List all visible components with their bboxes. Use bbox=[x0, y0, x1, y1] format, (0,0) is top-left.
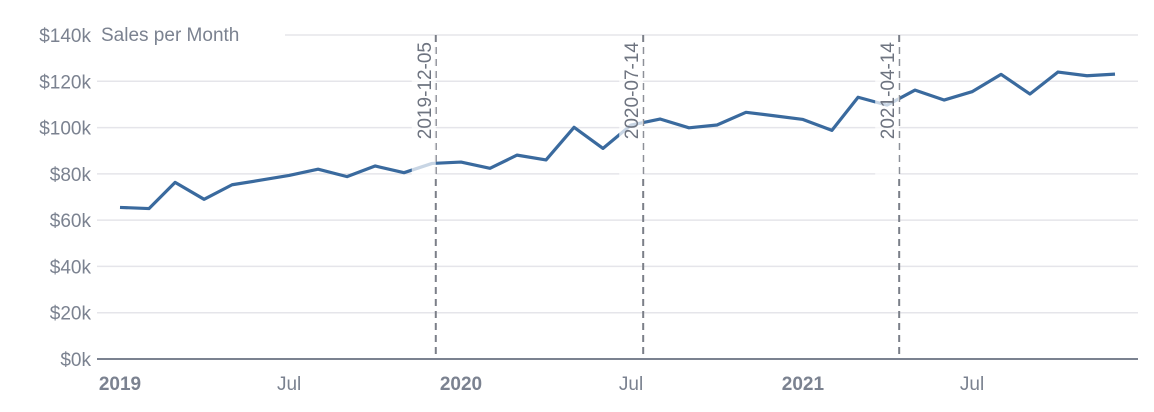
annotation-label-background bbox=[875, 42, 900, 176]
annotation-label: 2021-04-14 bbox=[878, 42, 899, 140]
y-tick-label: $0k bbox=[60, 350, 91, 371]
y-tick-label: $20k bbox=[50, 304, 92, 325]
annotation-label: 2019-12-05 bbox=[415, 42, 436, 139]
y-tick-label: $140k bbox=[39, 26, 91, 47]
title-background bbox=[97, 18, 285, 48]
x-axis: 2019 Jul 2020 Jul 2021 Jul bbox=[97, 358, 1138, 395]
gridlines bbox=[97, 34, 1138, 314]
x-tick-label: 2020 bbox=[440, 374, 482, 395]
x-tick-label: Jul bbox=[277, 374, 301, 395]
chart-title: Sales per Month bbox=[101, 25, 239, 46]
series-layer bbox=[119, 70, 1116, 211]
y-tick-label: $80k bbox=[50, 165, 92, 186]
x-tick-label: 2019 bbox=[99, 374, 141, 395]
x-tick-label: Jul bbox=[960, 374, 984, 395]
annotation-label: 2020-07-14 bbox=[622, 42, 643, 140]
annotation-label-background bbox=[619, 42, 644, 176]
y-axis: $0k $20k $40k $60k $80k $100k $120k $140k bbox=[39, 26, 91, 371]
sales-series-line bbox=[119, 70, 1116, 211]
y-tick-label: $40k bbox=[50, 257, 92, 278]
annotation-label-group: 2019-12-05 bbox=[411, 42, 436, 176]
x-tick-label: 2021 bbox=[782, 374, 825, 395]
annotations-layer: 2019-12-05 2020-07-14 2021-04-14 bbox=[411, 35, 901, 359]
y-tick-label: $100k bbox=[39, 119, 91, 140]
annotation-label-group: 2021-04-14 bbox=[875, 42, 900, 176]
y-tick-label: $60k bbox=[50, 211, 92, 232]
annotation-label-group: 2020-07-14 bbox=[619, 42, 644, 176]
annotation-label-background bbox=[411, 42, 436, 176]
y-tick-label: $120k bbox=[39, 72, 91, 93]
x-tick-label: Jul bbox=[619, 374, 643, 395]
